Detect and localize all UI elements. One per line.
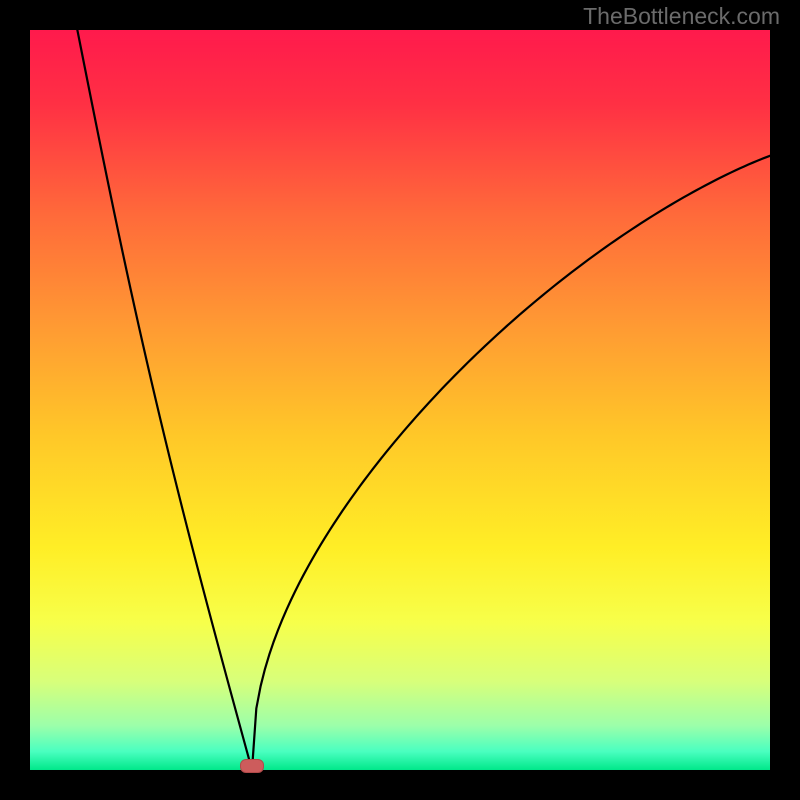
plot-area [30, 30, 770, 770]
chart-container: TheBottleneck.com [0, 0, 800, 800]
vertex-marker [240, 759, 264, 773]
bottleneck-curve [30, 30, 770, 770]
watermark-text: TheBottleneck.com [583, 3, 780, 30]
